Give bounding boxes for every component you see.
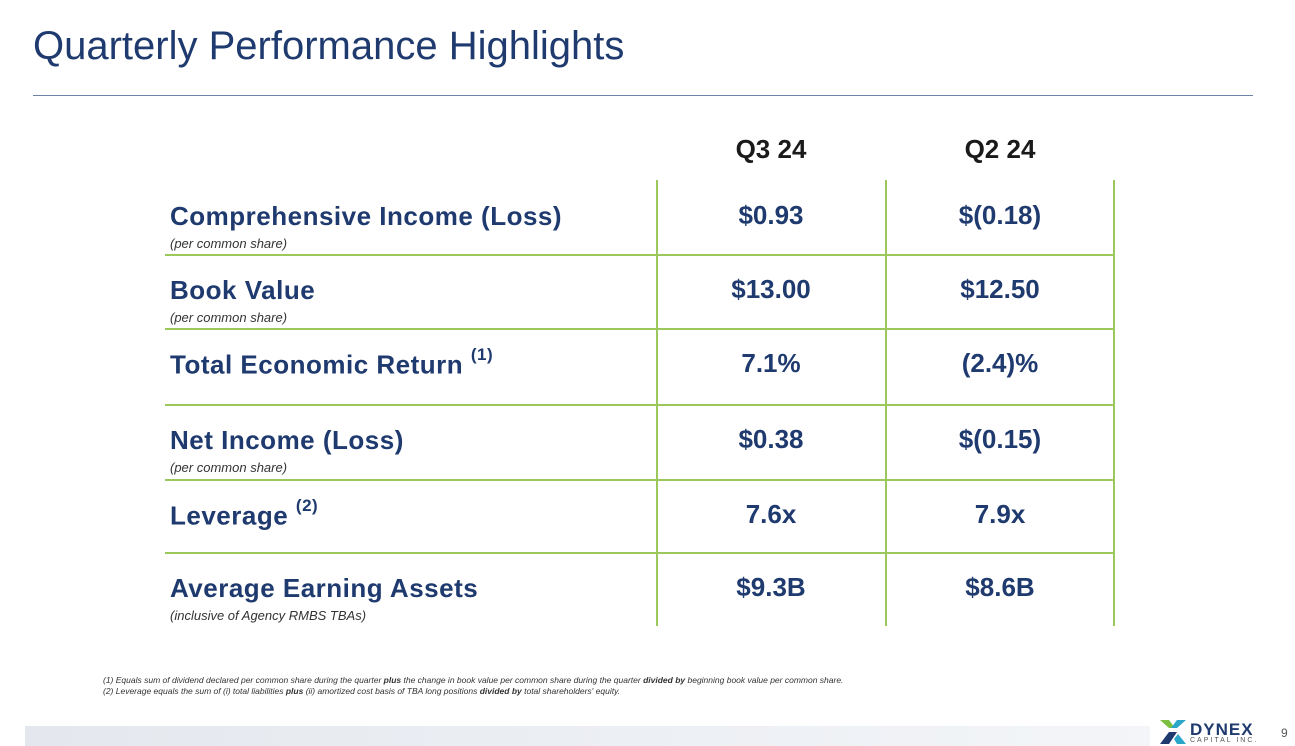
footnote-text: divided by <box>479 686 522 696</box>
row-label-text: Total Economic Return <box>170 349 464 380</box>
row-label-text: Comprehensive Income (Loss) <box>170 201 563 231</box>
footnote: (1) Equals sum of dividend declared per … <box>103 675 843 685</box>
cell-value: $0.93 <box>738 200 804 230</box>
row-sublabel: (per common share) <box>170 460 288 475</box>
row-divider <box>165 254 1113 256</box>
cell-value: $9.3B <box>736 572 806 602</box>
row-sublabel: (per common share) <box>170 236 288 251</box>
row-divider <box>165 479 1113 481</box>
logo-mark <box>1160 720 1186 744</box>
footnote-text: divided by <box>643 675 686 685</box>
cell-value: (2.4)% <box>961 348 1039 378</box>
cell-value: 7.6x <box>745 499 797 529</box>
cell-value: 7.9x <box>974 499 1026 529</box>
slide-title: Quarterly Performance Highlights <box>33 24 625 68</box>
row-divider <box>165 404 1113 406</box>
footnote-ref: (2) <box>295 496 319 515</box>
row-label: Average Earning Assets <box>170 573 478 604</box>
cell-value: 7.1% <box>741 348 801 378</box>
row-label: Leverage (2) <box>170 496 318 532</box>
footnote-text: (ii) amortized cost basis of TBA long po… <box>303 686 480 696</box>
column-header: Q2 24 <box>964 134 1036 164</box>
cell-value: $13.00 <box>731 274 811 304</box>
cell-value: $(0.18) <box>958 200 1042 230</box>
footnote-text: beginning book value per common share. <box>685 675 844 685</box>
row-label-text: Net Income (Loss) <box>170 425 404 455</box>
cell-value: $0.38 <box>738 424 804 454</box>
logo-subtext: CAPITAL INC. <box>1190 737 1259 744</box>
title-rule <box>33 95 1253 96</box>
row-label: Book Value <box>170 275 315 306</box>
footnote-text: plus <box>285 686 304 696</box>
column-header: Q3 24 <box>735 134 807 164</box>
row-sublabel: (per common share) <box>170 310 288 325</box>
row-label-text: Leverage <box>170 500 289 531</box>
column-divider <box>656 180 658 626</box>
row-label: Total Economic Return (1) <box>170 345 493 381</box>
footnote-text: the change in book value per common shar… <box>401 675 644 685</box>
row-divider <box>165 552 1113 554</box>
footer-bar <box>25 726 1150 746</box>
column-divider <box>885 180 887 626</box>
cell-value: $8.6B <box>965 572 1035 602</box>
cell-value: $12.50 <box>960 274 1040 304</box>
row-label-text: Average Earning Assets <box>170 573 479 603</box>
footnote-text: (1) Equals sum of dividend declared per … <box>103 675 384 685</box>
row-sublabel: (inclusive of Agency RMBS TBAs) <box>170 608 367 623</box>
footnote-text: total shareholders' equity. <box>521 686 621 696</box>
row-label: Net Income (Loss) <box>170 425 404 456</box>
column-divider <box>1113 180 1115 626</box>
page-number: 9 <box>1281 726 1288 740</box>
footnote: (2) Leverage equals the sum of (i) total… <box>103 686 620 696</box>
row-label-text: Book Value <box>170 275 316 305</box>
footnote-text: (2) Leverage equals the sum of (i) total… <box>103 686 286 696</box>
footnote-ref: (1) <box>470 345 494 364</box>
cell-value: $(0.15) <box>958 424 1042 454</box>
footnote-text: plus <box>383 675 402 685</box>
logo-text: DYNEX <box>1190 720 1254 739</box>
row-divider <box>165 328 1113 330</box>
row-label: Comprehensive Income (Loss) <box>170 201 562 232</box>
